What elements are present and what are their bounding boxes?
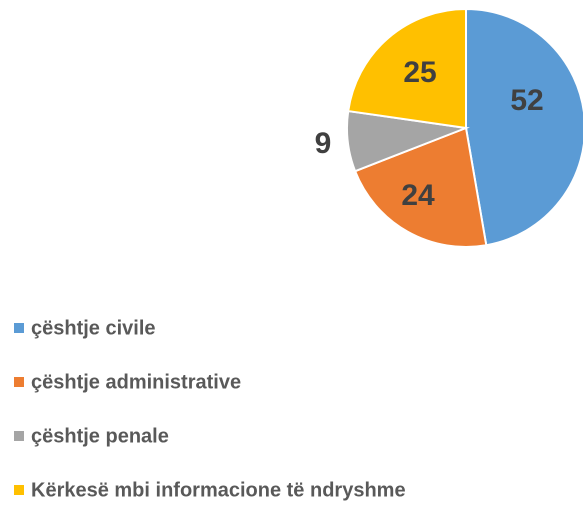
pie-slice (347, 7, 467, 130)
legend-label: çështje penale (31, 425, 169, 447)
legend-swatch (14, 431, 24, 441)
pie-slice (465, 7, 583, 247)
pie-slice (353, 126, 488, 248)
data-label: 9 (315, 127, 332, 160)
legend-label: çështje civile (31, 317, 156, 339)
legend-swatch (14, 377, 24, 387)
data-label: 25 (403, 56, 436, 89)
data-label: 52 (510, 84, 543, 117)
legend-swatch (14, 485, 24, 495)
legend-label: Kërkesë mbi informacione të ndryshme (31, 479, 406, 501)
legend-swatch (14, 323, 24, 333)
legend-label: çështje administrative (31, 371, 241, 393)
data-label: 24 (401, 179, 435, 212)
